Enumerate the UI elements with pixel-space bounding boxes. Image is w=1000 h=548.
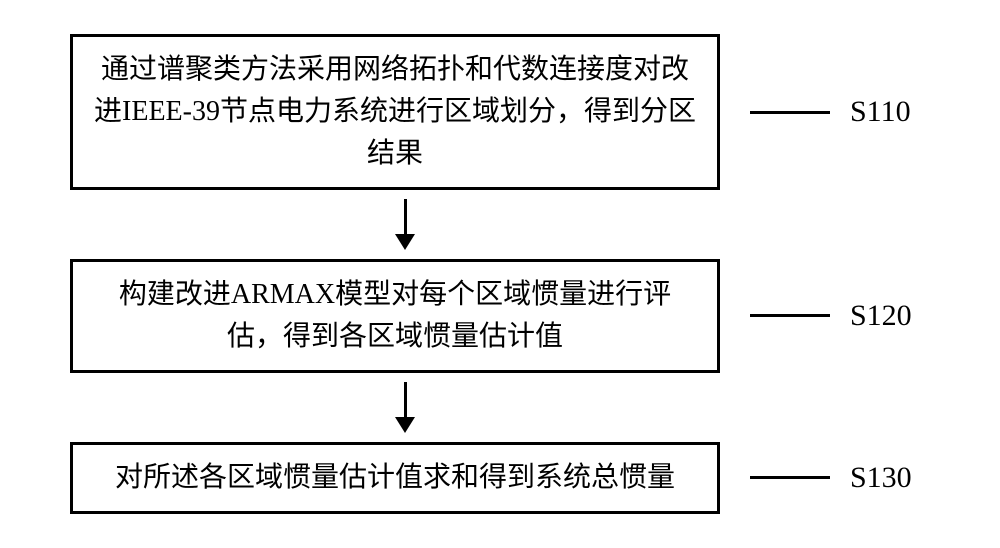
step-box-3: 对所述各区域惯量估计值求和得到系统总惯量 [70,442,720,514]
step-text-1: 通过谱聚类方法采用网络拓扑和代数连接度对改进IEEE-39节点电力系统进行区域划… [93,49,697,175]
step-row-2: 构建改进ARMAX模型对每个区域惯量进行评估，得到各区域惯量估计值 S120 [0,259,1000,373]
step-text-2: 构建改进ARMAX模型对每个区域惯量进行评估，得到各区域惯量估计值 [93,274,697,358]
arrow-line-2 [404,382,407,417]
step-box-1: 通过谱聚类方法采用网络拓扑和代数连接度对改进IEEE-39节点电力系统进行区域划… [70,34,720,190]
arrow-head-icon [395,234,415,250]
connector-2: S120 [750,299,912,333]
connector-line-3 [750,476,830,479]
step-label-3: S130 [850,461,912,495]
flowchart-container: 通过谱聚类方法采用网络拓扑和代数连接度对改进IEEE-39节点电力系统进行区域划… [0,20,1000,528]
step-row-3: 对所述各区域惯量估计值求和得到系统总惯量 S130 [0,442,1000,514]
step-box-2: 构建改进ARMAX模型对每个区域惯量进行评估，得到各区域惯量估计值 [70,259,720,373]
arrow-1 [395,199,415,250]
connector-1: S110 [750,95,911,129]
arrow-2 [395,382,415,433]
step-row-1: 通过谱聚类方法采用网络拓扑和代数连接度对改进IEEE-39节点电力系统进行区域划… [0,34,1000,190]
step-label-2: S120 [850,299,912,333]
arrow-line-1 [404,199,407,234]
connector-line-2 [750,314,830,317]
step-text-3: 对所述各区域惯量估计值求和得到系统总惯量 [115,457,675,499]
connector-line-1 [750,111,830,114]
arrow-head-icon [395,417,415,433]
step-label-1: S110 [850,95,911,129]
connector-3: S130 [750,461,912,495]
